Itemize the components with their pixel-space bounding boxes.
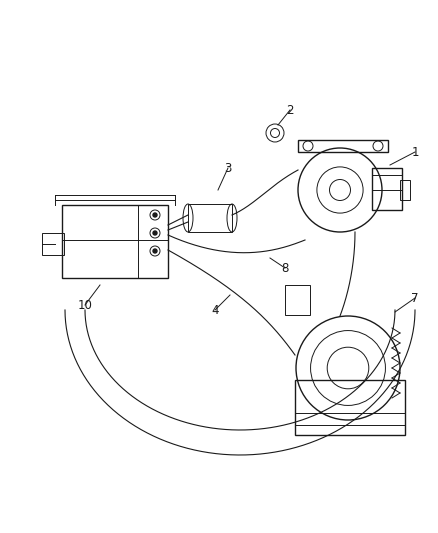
Bar [42,233,64,255]
Circle shape [153,249,157,253]
Text: 3: 3 [224,161,231,174]
Bar [297,140,387,152]
Bar [294,380,404,435]
Text: 10: 10 [78,298,92,311]
Text: 1: 1 [410,146,418,158]
Bar [294,413,404,425]
Text: 2: 2 [286,103,293,117]
Circle shape [153,213,157,217]
Bar [284,285,309,315]
Text: 4: 4 [211,303,218,317]
Bar [187,204,231,232]
Text: 8: 8 [281,262,288,274]
Bar [62,205,168,278]
Bar [371,168,401,210]
Text: 7: 7 [410,292,418,304]
Circle shape [153,231,157,235]
Bar [399,180,409,200]
